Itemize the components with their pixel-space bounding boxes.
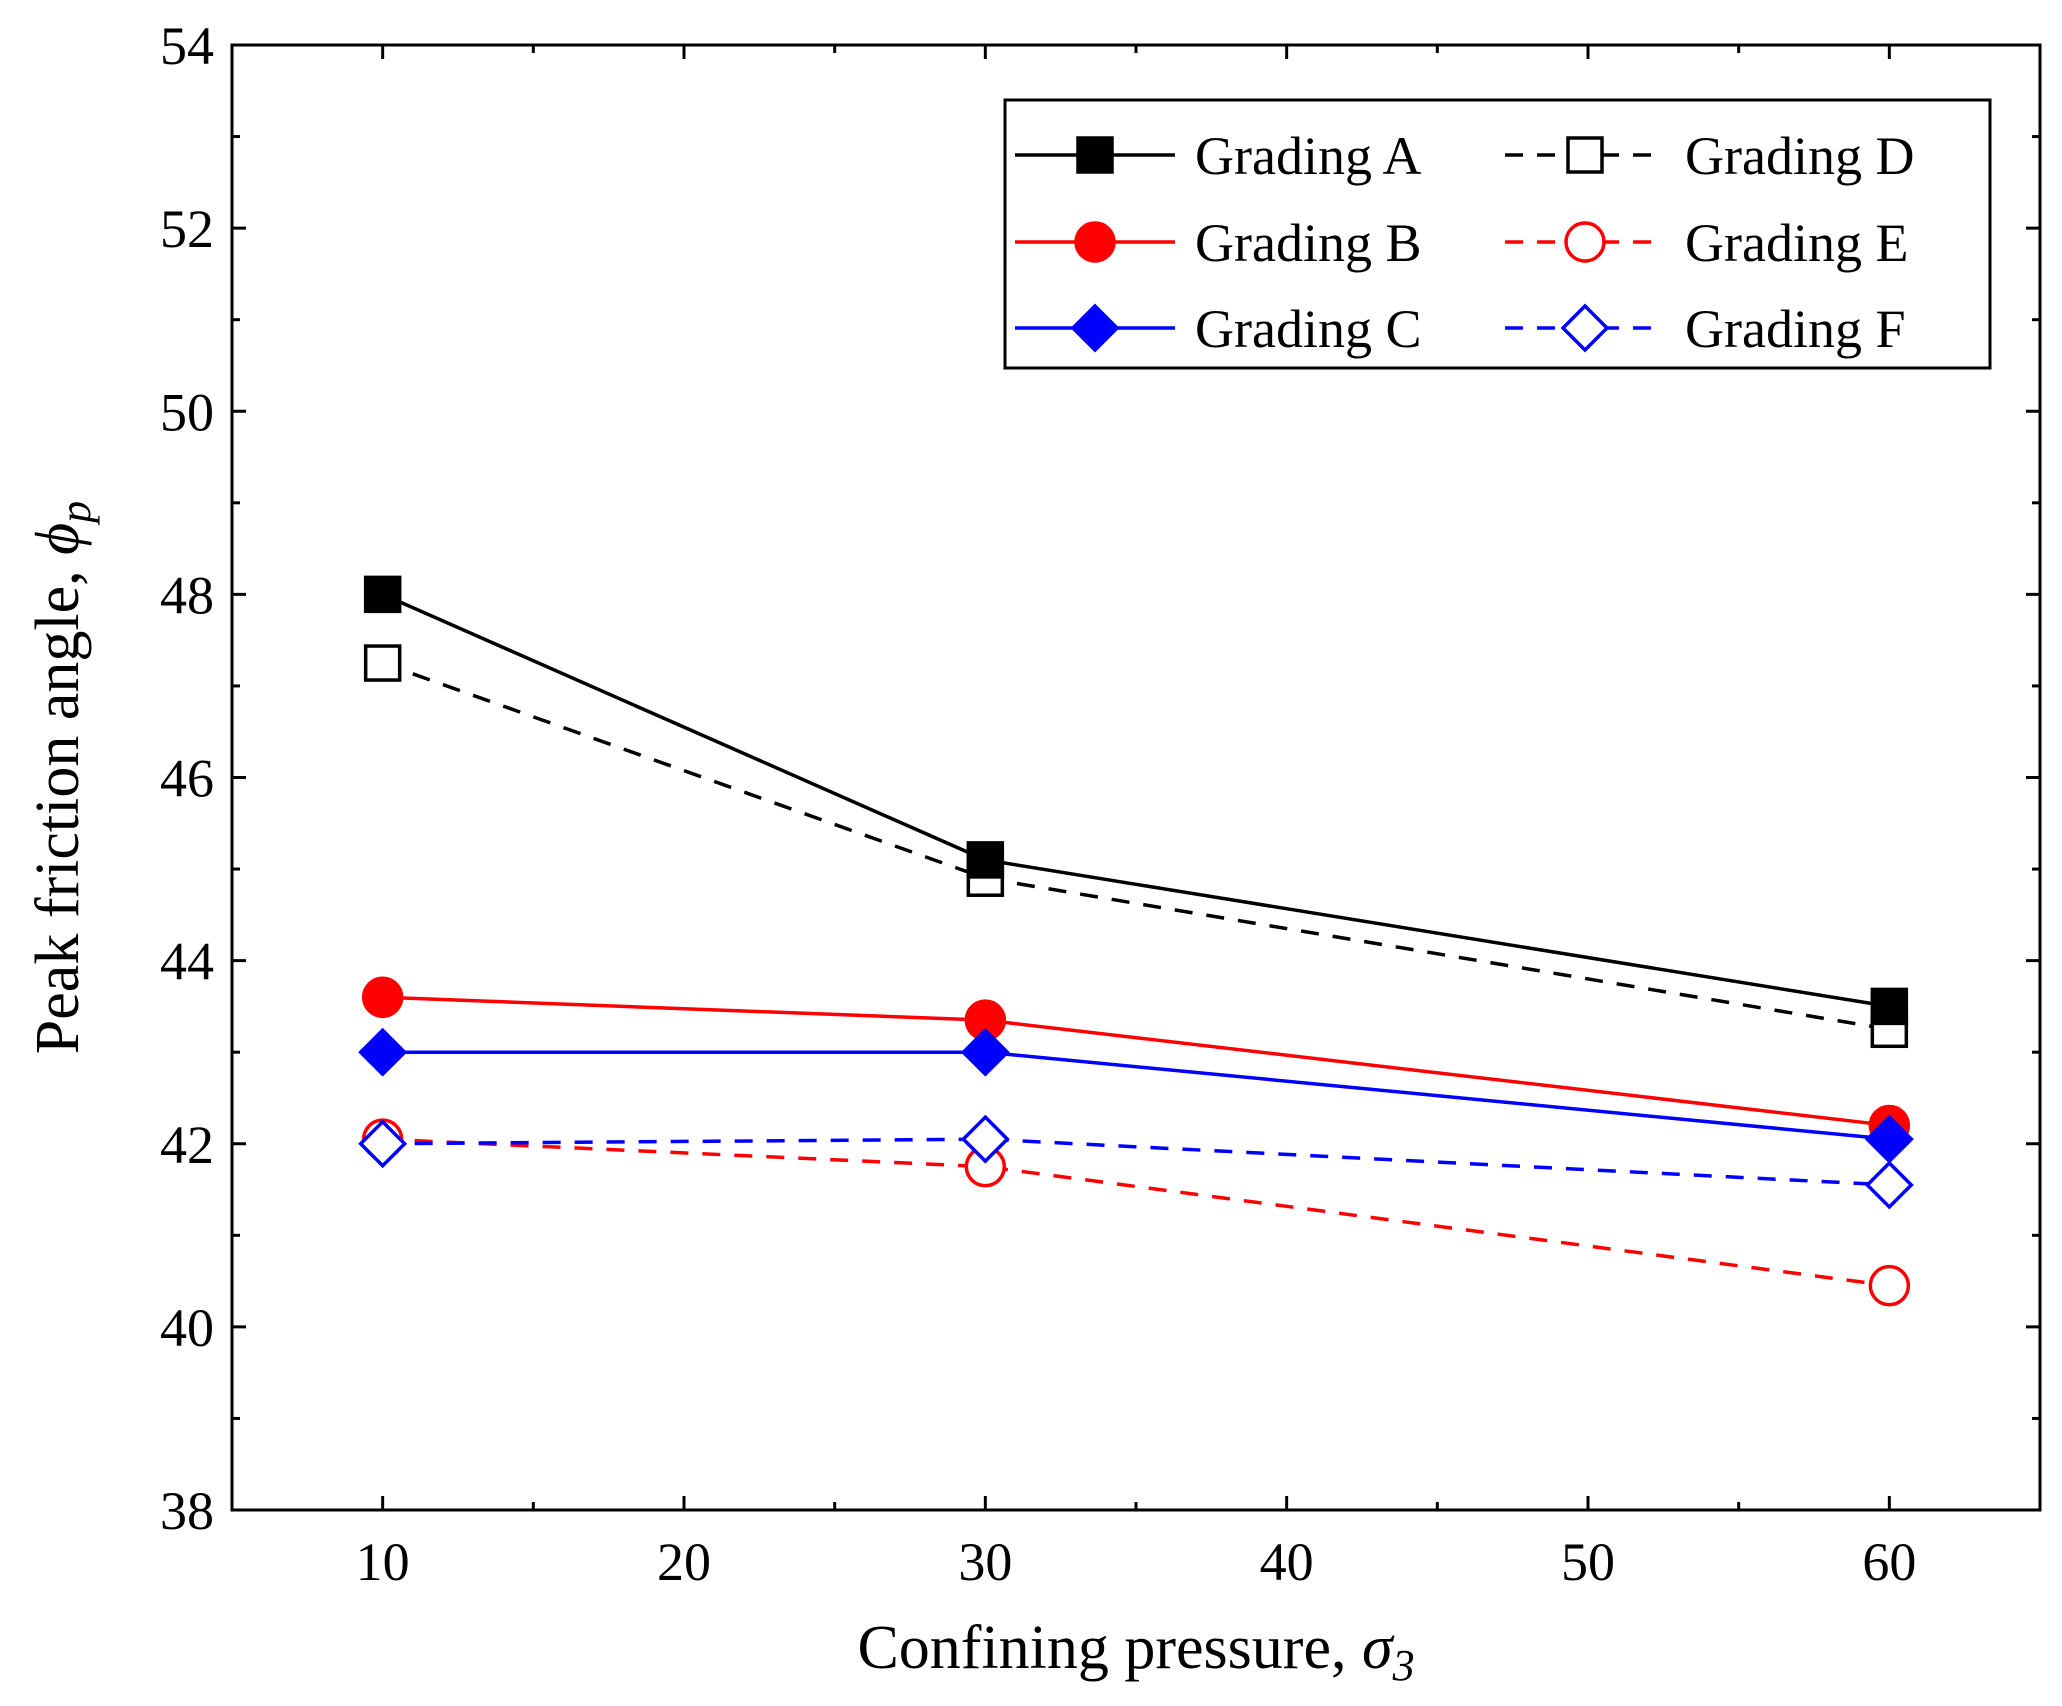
- x-tick-label: 20: [657, 1532, 711, 1592]
- legend-item-grading-d: Grading D: [1505, 126, 1914, 186]
- y-tick-label: 46: [160, 749, 214, 809]
- y-tick-label: 52: [160, 199, 214, 259]
- y-tick-label: 54: [160, 16, 214, 76]
- legend-swatch-marker: [1070, 303, 1120, 353]
- legend-label-grading-b: Grading B: [1195, 213, 1421, 273]
- series-line-grading-b: [382, 995, 1890, 1128]
- legend-label-grading-c: Grading C: [1195, 299, 1421, 359]
- legend-label-grading-e: Grading E: [1685, 213, 1908, 273]
- series-group: [358, 575, 1914, 1307]
- series-grading-c: [358, 1027, 1914, 1164]
- x-axis-title-subscript: 3: [1392, 1641, 1415, 1690]
- legend-label-grading-d: Grading D: [1685, 126, 1914, 186]
- legend-item-grading-e: Grading E: [1505, 213, 1908, 273]
- legend-swatch-marker: [1564, 221, 1606, 263]
- series-grading-a: [363, 575, 1909, 1026]
- legend-item-grading-a: Grading A: [1015, 126, 1421, 186]
- legend: Grading A Grading B Grading C Grading D Grad…: [1003, 98, 1992, 370]
- y-tick-label: 44: [160, 932, 214, 992]
- x-tick-label: 30: [958, 1532, 1012, 1592]
- legend-label-grading-f: Grading F: [1685, 299, 1905, 359]
- axis-ticks: 10 20 30 40 50 60 38 40 42 44 46 48 50 52 54: [160, 16, 2040, 1592]
- legend-swatch-marker: [1076, 136, 1114, 174]
- series-line-grading-d: [382, 661, 1890, 1032]
- data-point-grading-b: [361, 976, 404, 1018]
- series-grading-f: [358, 1114, 1914, 1210]
- x-tick-label: 10: [356, 1532, 410, 1592]
- x-axis-title: Confining pressure, σ3: [857, 1614, 1414, 1690]
- series-line-grading-c: [382, 1050, 1890, 1141]
- legend-box: [1003, 98, 1992, 370]
- data-point-grading-e: [1868, 1264, 1911, 1307]
- y-axis-title-text: Peak friction angle,: [24, 555, 92, 1054]
- x-tick-label: 60: [1862, 1532, 1916, 1592]
- series-line-grading-f: [382, 1137, 1890, 1187]
- x-tick-label: 40: [1260, 1532, 1314, 1592]
- data-point-grading-a: [363, 575, 402, 614]
- series-line-grading-a: [381, 592, 1890, 1009]
- data-point-grading-f: [960, 1114, 1010, 1164]
- y-tick-label: 48: [160, 565, 214, 625]
- y-axis-title-symbol: ϕ: [24, 523, 92, 555]
- legend-item-grading-b: Grading B: [1015, 213, 1421, 273]
- x-axis-title-text: Confining pressure,: [857, 1614, 1362, 1682]
- legend-label-grading-a: Grading A: [1195, 126, 1421, 186]
- data-point-grading-c: [960, 1027, 1010, 1077]
- data-point-grading-a: [1870, 987, 1909, 1026]
- y-axis-title-subscript: p: [51, 501, 100, 526]
- data-point-grading-f: [1864, 1160, 1914, 1210]
- legend-swatch-marker: [1560, 303, 1610, 353]
- y-axis-title: Peak friction angle, ϕp: [24, 501, 100, 1054]
- legend-swatch-marker: [1074, 221, 1116, 263]
- y-tick-label: 40: [160, 1298, 214, 1358]
- legend-item-grading-f: Grading F: [1505, 299, 1905, 359]
- x-axis-title-symbol: σ: [1362, 1614, 1395, 1682]
- data-point-grading-a: [966, 841, 1005, 879]
- x-tick-label: 50: [1561, 1532, 1615, 1592]
- legend-swatch-marker: [1566, 136, 1604, 174]
- legend-item-grading-c: Grading C: [1015, 299, 1421, 359]
- y-tick-label: 42: [160, 1115, 214, 1175]
- y-tick-label: 50: [160, 382, 214, 442]
- data-point-grading-c: [1864, 1114, 1914, 1164]
- y-tick-label: 38: [160, 1481, 214, 1541]
- series-grading-d: [363, 644, 1909, 1049]
- data-point-grading-d: [363, 644, 402, 682]
- data-point-grading-c: [358, 1027, 408, 1077]
- data-point-grading-f: [358, 1119, 408, 1169]
- series-line-grading-e: [382, 1137, 1890, 1288]
